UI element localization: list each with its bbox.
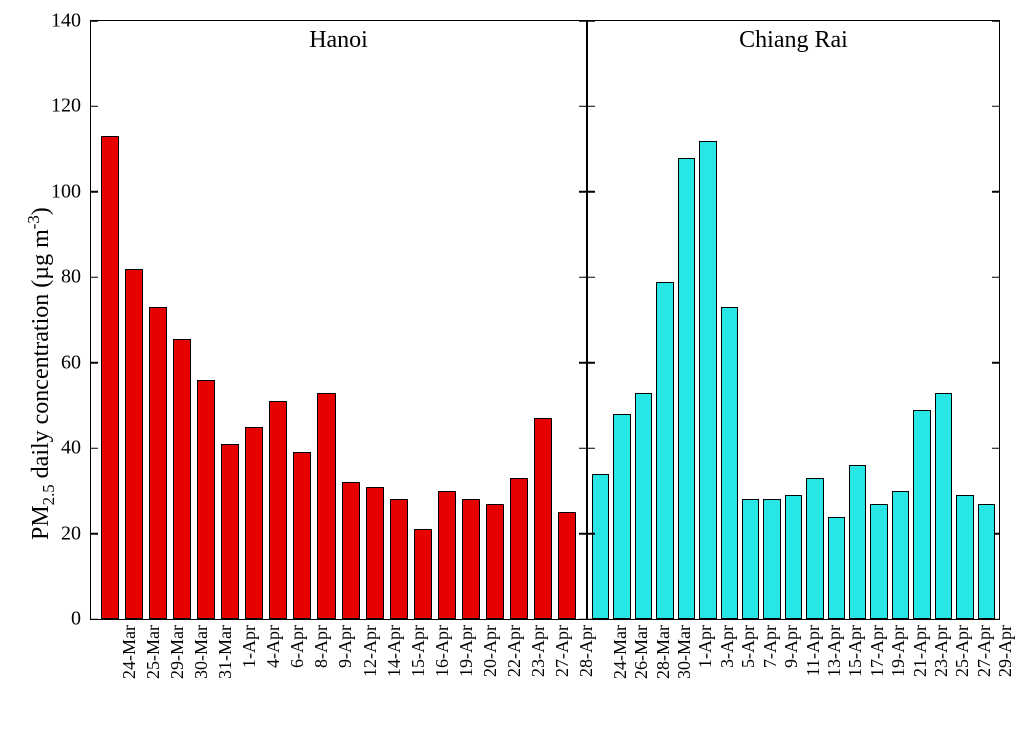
bar <box>438 491 456 619</box>
y-tick-mark <box>587 20 595 22</box>
bar <box>721 307 738 619</box>
y-tick-label: 40 <box>61 437 91 460</box>
y-tick-mark <box>587 191 595 193</box>
y-tick-mark <box>579 191 587 193</box>
bar <box>221 444 239 619</box>
y-tick-mark <box>587 447 595 449</box>
bar <box>414 529 432 619</box>
bar <box>849 465 866 619</box>
bar <box>101 136 119 619</box>
bar <box>956 495 973 619</box>
bars-container <box>586 21 1001 619</box>
y-tick-mark <box>587 533 595 535</box>
y-tick-label: 100 <box>51 180 91 203</box>
y-tick-mark <box>579 106 587 108</box>
y-tick-label: 20 <box>61 522 91 545</box>
bars-container <box>91 21 586 619</box>
bar <box>806 478 823 619</box>
panel-divider <box>586 21 588 619</box>
y-tick-mark <box>587 277 595 279</box>
bar <box>342 482 360 619</box>
bar <box>486 504 504 619</box>
pm25-bar-chart: 0 20 40 60 80 100 120 140Hanoi24-Mar25-Mar29-Ma… <box>0 0 1024 747</box>
y-tick-label: 140 <box>51 10 91 33</box>
y-tick-label: 60 <box>61 351 91 374</box>
bar <box>534 418 552 619</box>
chart-panel: Chiang Rai24-Mar26-Mar28-Mar30-Mar1-Apr3… <box>586 21 1001 619</box>
bar <box>678 158 695 619</box>
y-tick-mark <box>587 106 595 108</box>
bar <box>978 504 995 619</box>
bar <box>125 269 143 619</box>
bar <box>293 452 311 619</box>
bar <box>935 393 952 619</box>
y-tick-label: 0 <box>71 608 91 631</box>
bar <box>763 499 780 619</box>
bar <box>317 393 335 619</box>
bar <box>173 339 191 619</box>
bar <box>197 380 215 619</box>
y-tick-mark <box>579 20 587 22</box>
plot-area: 020406080100120140Hanoi24-Mar25-Mar29-Ma… <box>90 20 1000 620</box>
bar <box>699 141 716 619</box>
y-axis-label: PM2.5 daily concentration (µg m-3) <box>24 207 59 540</box>
bar <box>656 282 673 619</box>
y-tick-mark <box>587 618 595 620</box>
bar <box>635 393 652 619</box>
bar <box>462 499 480 619</box>
bar <box>390 499 408 619</box>
bar <box>269 401 287 619</box>
bar <box>828 517 845 620</box>
y-tick-label: 120 <box>51 95 91 118</box>
bar <box>558 512 576 619</box>
bar <box>892 491 909 619</box>
bar <box>913 410 930 619</box>
bar <box>785 495 802 619</box>
bar <box>366 487 384 619</box>
y-tick-mark <box>579 618 587 620</box>
y-tick-mark <box>579 447 587 449</box>
chart-panel: Hanoi24-Mar25-Mar29-Mar30-Mar31-Mar1-Apr… <box>91 21 586 619</box>
y-tick-mark <box>587 362 595 364</box>
bar <box>742 499 759 619</box>
bar <box>613 414 630 619</box>
bar <box>870 504 887 619</box>
bar <box>510 478 528 619</box>
y-tick-mark <box>579 277 587 279</box>
bar <box>149 307 167 619</box>
bar <box>245 427 263 619</box>
bar <box>592 474 609 619</box>
y-tick-mark <box>579 533 587 535</box>
y-tick-mark <box>579 362 587 364</box>
y-tick-label: 80 <box>61 266 91 289</box>
